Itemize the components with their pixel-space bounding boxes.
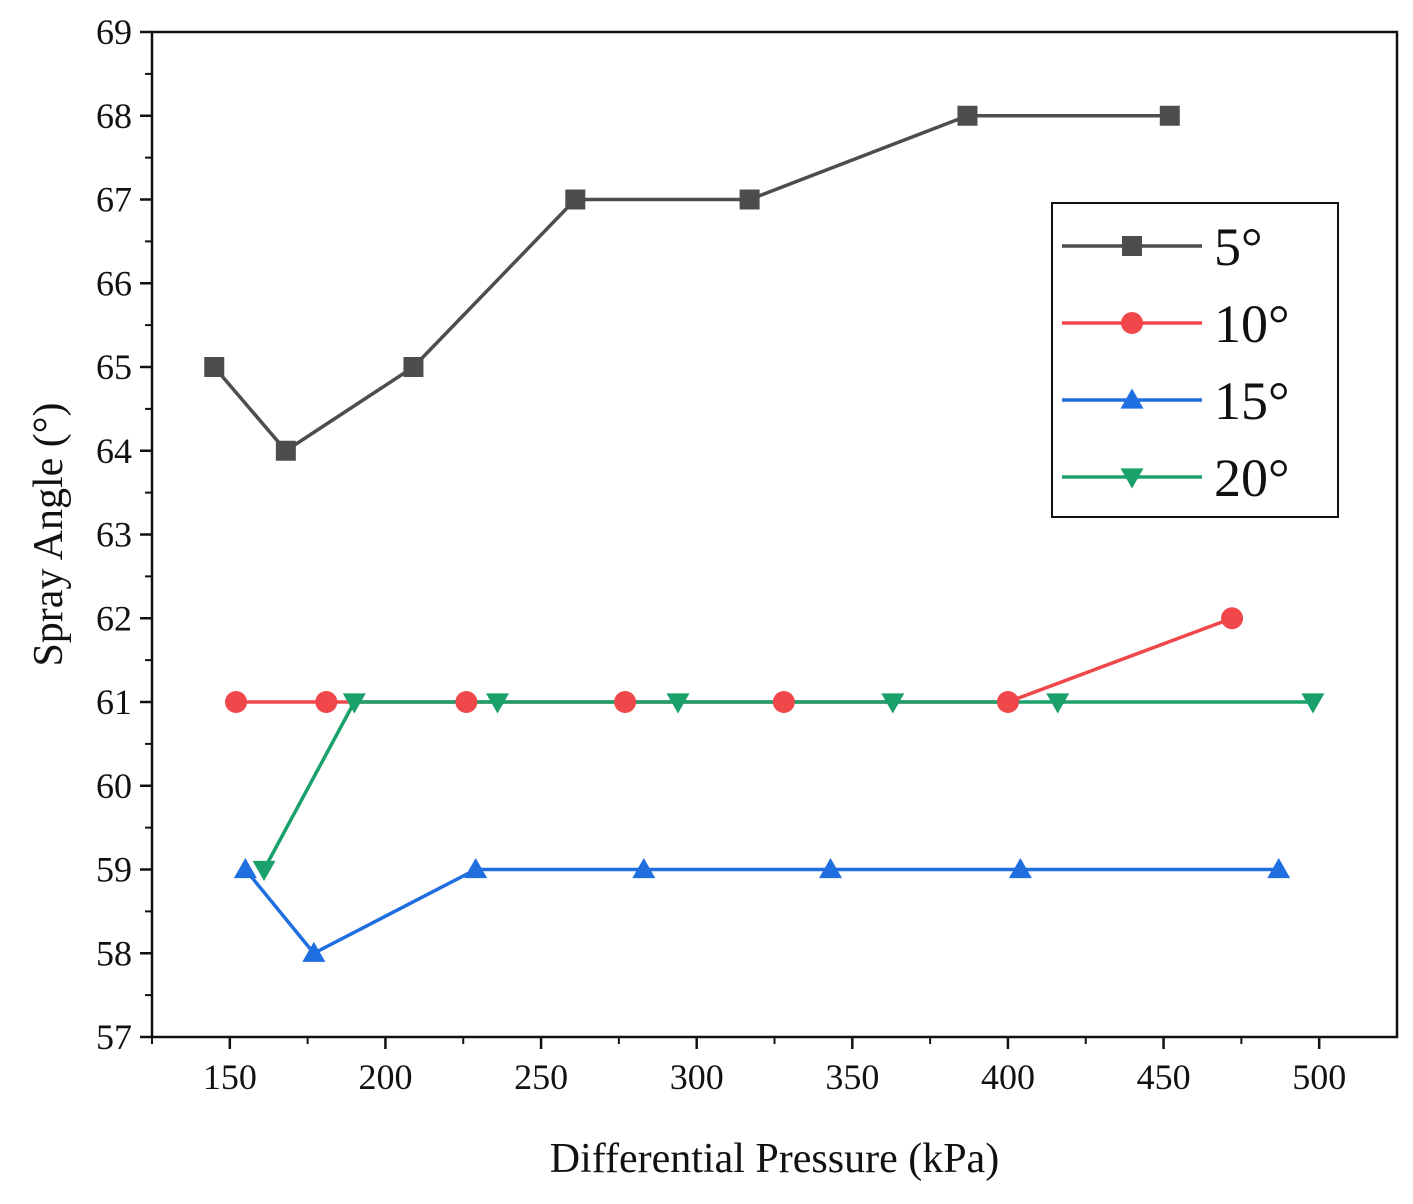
data-point bbox=[1159, 105, 1180, 126]
data-point bbox=[233, 858, 257, 879]
legend-label: 10° bbox=[1214, 294, 1290, 354]
x-axis-title: Differential Pressure (kPa) bbox=[550, 1136, 999, 1182]
data-point bbox=[1008, 858, 1032, 879]
data-point bbox=[614, 691, 637, 713]
data-point bbox=[342, 693, 366, 714]
data-point bbox=[772, 691, 795, 713]
x-tick-label: 450 bbox=[1137, 1057, 1191, 1097]
legend-label: 5° bbox=[1214, 217, 1263, 277]
y-tick-label: 68 bbox=[96, 96, 132, 136]
x-tick-label: 350 bbox=[825, 1057, 879, 1097]
series-line-1 bbox=[212, 114, 1170, 453]
y-tick-label: 60 bbox=[96, 766, 132, 806]
y-tick-label: 61 bbox=[96, 682, 132, 722]
plot-area-frame bbox=[150, 30, 1399, 1039]
x-tick-label: 500 bbox=[1292, 1057, 1346, 1097]
data-point bbox=[315, 691, 338, 713]
y-tick-label: 63 bbox=[96, 515, 132, 555]
series-line-2 bbox=[236, 616, 1233, 704]
y-axis-title: Spray Angle (°) bbox=[26, 402, 72, 666]
data-point bbox=[1221, 607, 1244, 630]
legend-marker bbox=[1122, 236, 1142, 256]
y-tick-label: 67 bbox=[96, 180, 132, 220]
data-point bbox=[1301, 693, 1325, 714]
x-tick-label: 150 bbox=[203, 1057, 257, 1097]
data-point bbox=[302, 941, 326, 962]
data-point bbox=[957, 105, 978, 126]
data-point bbox=[632, 858, 656, 879]
data-point bbox=[252, 860, 276, 881]
y-tick-label: 57 bbox=[96, 1017, 132, 1057]
y-tick-label: 62 bbox=[96, 598, 132, 638]
data-point bbox=[996, 691, 1019, 713]
y-tick-label: 64 bbox=[96, 431, 132, 471]
y-tick-label: 65 bbox=[96, 347, 132, 387]
data-point bbox=[666, 693, 690, 714]
data-point bbox=[225, 691, 248, 713]
legend-marker bbox=[1120, 468, 1144, 489]
legend-label: 20° bbox=[1214, 448, 1290, 508]
data-point bbox=[485, 693, 509, 714]
data-point bbox=[739, 189, 760, 210]
x-tick-label: 200 bbox=[358, 1057, 412, 1097]
data-point bbox=[275, 440, 296, 461]
legend-marker bbox=[1120, 388, 1144, 409]
x-tick-label: 300 bbox=[670, 1057, 724, 1097]
legend-label: 15° bbox=[1214, 371, 1290, 431]
data-point bbox=[819, 858, 843, 879]
series-line-3 bbox=[244, 867, 1279, 955]
y-tick-label: 69 bbox=[96, 12, 132, 52]
data-point bbox=[881, 693, 905, 714]
x-tick-label: 250 bbox=[514, 1057, 568, 1097]
y-tick-label: 58 bbox=[96, 933, 132, 973]
data-point bbox=[204, 357, 225, 377]
x-tick-label: 400 bbox=[981, 1057, 1035, 1097]
data-point bbox=[1267, 858, 1291, 879]
data-point bbox=[565, 189, 586, 210]
data-point bbox=[1046, 693, 1070, 714]
legend-marker bbox=[1121, 312, 1143, 334]
data-point bbox=[464, 858, 488, 879]
data-point bbox=[403, 357, 424, 377]
y-tick-label: 59 bbox=[96, 850, 132, 890]
y-tick-label: 66 bbox=[96, 263, 132, 303]
legend-box bbox=[1051, 202, 1339, 518]
data-point bbox=[455, 691, 478, 713]
series-line-4 bbox=[262, 700, 1313, 871]
